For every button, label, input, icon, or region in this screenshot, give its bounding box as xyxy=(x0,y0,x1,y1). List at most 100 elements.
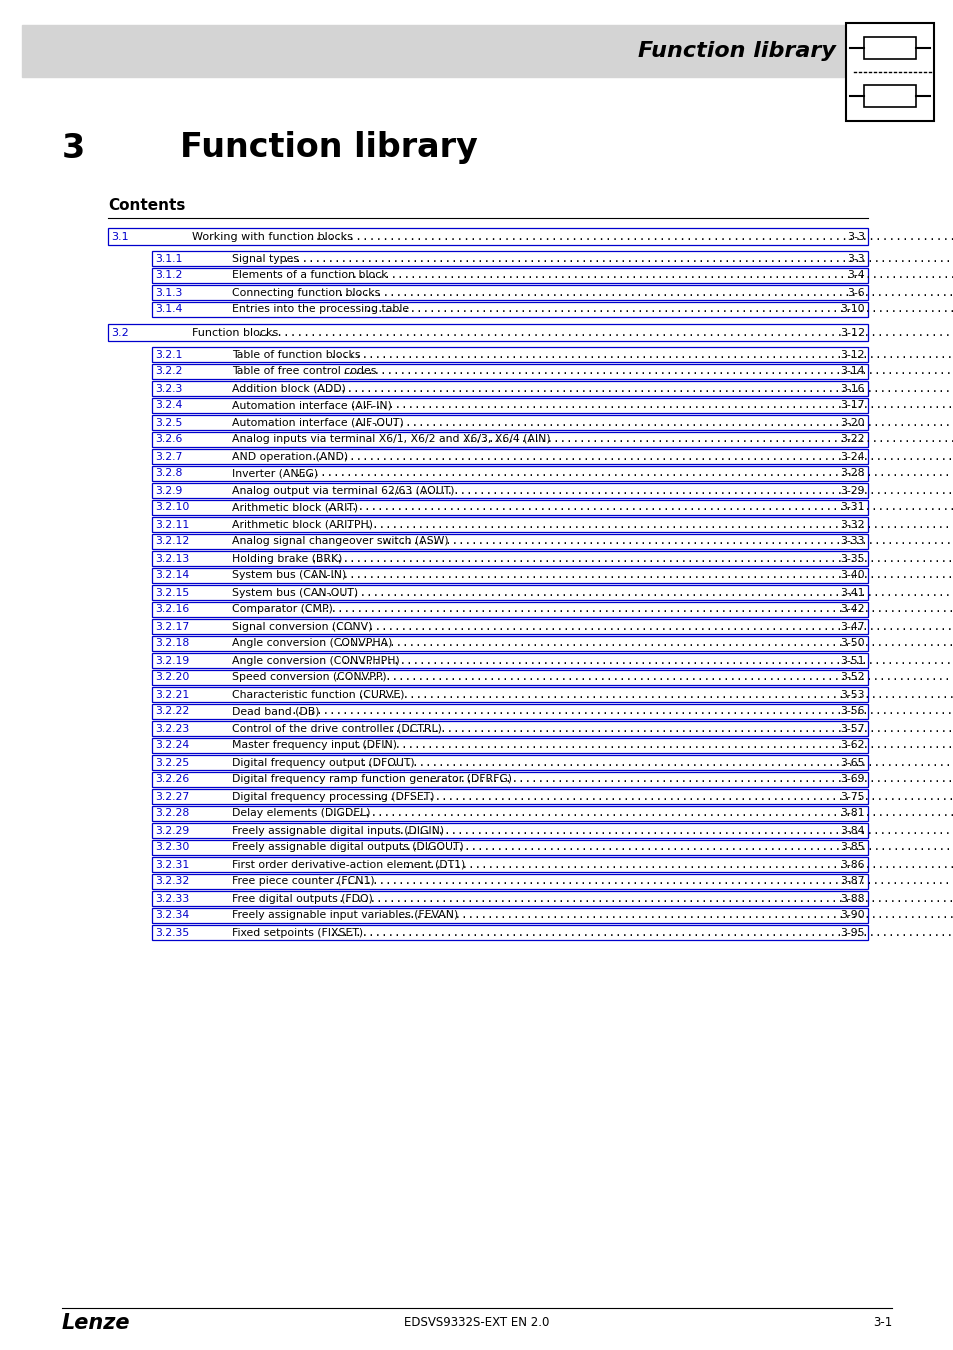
Text: 3-3: 3-3 xyxy=(846,254,864,263)
Text: 3-16: 3-16 xyxy=(840,383,864,393)
Text: Angle conversion (CONVPHA): Angle conversion (CONVPHA) xyxy=(232,639,392,648)
Text: Signal types: Signal types xyxy=(232,254,298,263)
Text: 3-84: 3-84 xyxy=(840,825,864,836)
Text: 3-29: 3-29 xyxy=(840,486,864,495)
Text: 3-32: 3-32 xyxy=(840,520,864,529)
Text: 3-41: 3-41 xyxy=(840,587,864,598)
Text: Inverter (ANEG): Inverter (ANEG) xyxy=(232,468,317,478)
Bar xyxy=(152,269,867,284)
Text: ................................................................................: ........................................… xyxy=(298,605,953,614)
Text: Free piece counter (FCN1): Free piece counter (FCN1) xyxy=(232,876,375,887)
Text: 3.2.24: 3.2.24 xyxy=(154,741,189,751)
Text: 3-35: 3-35 xyxy=(840,554,864,563)
Text: 3.2.35: 3.2.35 xyxy=(154,927,189,937)
Text: ................................................................................: ........................................… xyxy=(403,860,953,869)
Bar xyxy=(152,251,867,266)
Text: 3.2.17: 3.2.17 xyxy=(154,621,189,632)
Text: 3-69: 3-69 xyxy=(840,775,864,784)
Bar xyxy=(152,535,867,549)
Text: ................................................................................: ........................................… xyxy=(356,690,953,699)
Text: ................................................................................: ........................................… xyxy=(388,724,953,733)
Text: 3-22: 3-22 xyxy=(840,435,864,444)
Text: 3.2.6: 3.2.6 xyxy=(154,435,182,444)
Text: Freely assignable digital outputs (DIGOUT): Freely assignable digital outputs (DIGOU… xyxy=(232,842,463,852)
Text: 3.2.23: 3.2.23 xyxy=(154,724,189,733)
Text: 3-24: 3-24 xyxy=(840,451,864,462)
Text: 3-47: 3-47 xyxy=(840,621,864,632)
Bar xyxy=(863,36,915,59)
Bar xyxy=(152,738,867,753)
Text: Table of function blocks: Table of function blocks xyxy=(232,350,360,359)
Text: 3.2.22: 3.2.22 xyxy=(154,706,189,717)
Text: Function blocks: Function blocks xyxy=(192,328,278,338)
Text: ................................................................................: ........................................… xyxy=(360,757,953,768)
Text: Analog output via terminal 62/63 (AOUT): Analog output via terminal 62/63 (AOUT) xyxy=(232,486,454,495)
Bar xyxy=(152,568,867,583)
Text: 3.2.5: 3.2.5 xyxy=(154,417,182,428)
Text: Delay elements (DIGDEL): Delay elements (DIGDEL) xyxy=(232,809,370,818)
Bar xyxy=(152,302,867,317)
Text: 3-86: 3-86 xyxy=(840,860,864,869)
Text: 3.2.29: 3.2.29 xyxy=(154,825,189,836)
Text: ................................................................................: ........................................… xyxy=(310,451,953,462)
Text: Angle conversion (CONVPHPH): Angle conversion (CONVPHPH) xyxy=(232,656,399,666)
Text: ................................................................................: ........................................… xyxy=(334,672,953,683)
Text: 3-88: 3-88 xyxy=(840,894,864,903)
Text: 3.1.2: 3.1.2 xyxy=(154,270,182,281)
Text: Signal conversion (CONV): Signal conversion (CONV) xyxy=(232,621,372,632)
Text: 3-56: 3-56 xyxy=(840,706,864,717)
Text: Holding brake (BRK): Holding brake (BRK) xyxy=(232,554,342,563)
Text: 3.2.27: 3.2.27 xyxy=(154,791,189,802)
Text: ................................................................................: ........................................… xyxy=(325,502,953,513)
Text: Dead band (DB): Dead band (DB) xyxy=(232,706,319,717)
Text: Table of free control codes: Table of free control codes xyxy=(232,366,376,377)
Text: 3-6: 3-6 xyxy=(846,288,864,297)
Bar xyxy=(108,228,867,244)
Text: 3.2: 3.2 xyxy=(111,328,129,338)
Bar xyxy=(152,925,867,940)
Bar xyxy=(152,347,867,362)
Bar xyxy=(152,636,867,651)
Text: 3-31: 3-31 xyxy=(840,502,864,513)
Text: 3-14: 3-14 xyxy=(840,366,864,377)
Text: 3.2.7: 3.2.7 xyxy=(154,451,182,462)
Text: Elements of a function block: Elements of a function block xyxy=(232,270,387,281)
Text: System bus (CAN-OUT): System bus (CAN-OUT) xyxy=(232,587,357,598)
Text: 3-62: 3-62 xyxy=(840,741,864,751)
Bar xyxy=(152,857,867,872)
Text: 3.2.2: 3.2.2 xyxy=(154,366,182,377)
Text: 3-40: 3-40 xyxy=(840,571,864,580)
Text: 3.2.28: 3.2.28 xyxy=(154,809,189,818)
Bar xyxy=(152,432,867,447)
Text: 3.2.20: 3.2.20 xyxy=(154,672,190,683)
Text: 3.2.26: 3.2.26 xyxy=(154,775,189,784)
Bar xyxy=(152,670,867,684)
Text: 3.2.32: 3.2.32 xyxy=(154,876,189,887)
Bar xyxy=(152,703,867,720)
Text: 3-12: 3-12 xyxy=(839,328,864,338)
Bar xyxy=(152,500,867,514)
Text: Analog inputs via terminal X6/1, X6/2 and X6/3, X6/4 (AIN): Analog inputs via terminal X6/1, X6/2 an… xyxy=(232,435,550,444)
Text: Speed conversion (CONVPP): Speed conversion (CONVPP) xyxy=(232,672,386,683)
Text: Lenze: Lenze xyxy=(62,1314,131,1332)
Text: 3-3: 3-3 xyxy=(846,231,864,242)
Text: ................................................................................: ........................................… xyxy=(337,639,953,648)
Text: ................................................................................: ........................................… xyxy=(314,383,953,393)
Text: 3.2.19: 3.2.19 xyxy=(154,656,189,666)
Text: Analog signal changeover switch (ASW): Analog signal changeover switch (ASW) xyxy=(232,536,448,547)
Text: ................................................................................: ........................................… xyxy=(337,288,953,297)
Text: Addition block (ADD): Addition block (ADD) xyxy=(232,383,346,393)
Text: 3-1: 3-1 xyxy=(872,1316,891,1330)
Bar xyxy=(152,517,867,532)
Text: 3.2.9: 3.2.9 xyxy=(154,486,182,495)
Text: 3: 3 xyxy=(62,131,85,165)
Text: 3.2.25: 3.2.25 xyxy=(154,757,189,768)
Text: ................................................................................: ........................................… xyxy=(345,270,953,281)
Text: Arithmetic block (ARIT): Arithmetic block (ARIT) xyxy=(232,502,357,513)
Text: ................................................................................: ........................................… xyxy=(314,587,953,598)
Text: ................................................................................: ........................................… xyxy=(291,706,953,717)
Bar xyxy=(152,909,867,923)
Text: 3-50: 3-50 xyxy=(840,639,864,648)
Text: Control of the drive controller (DCTRL): Control of the drive controller (DCTRL) xyxy=(232,724,441,733)
Bar xyxy=(152,620,867,634)
